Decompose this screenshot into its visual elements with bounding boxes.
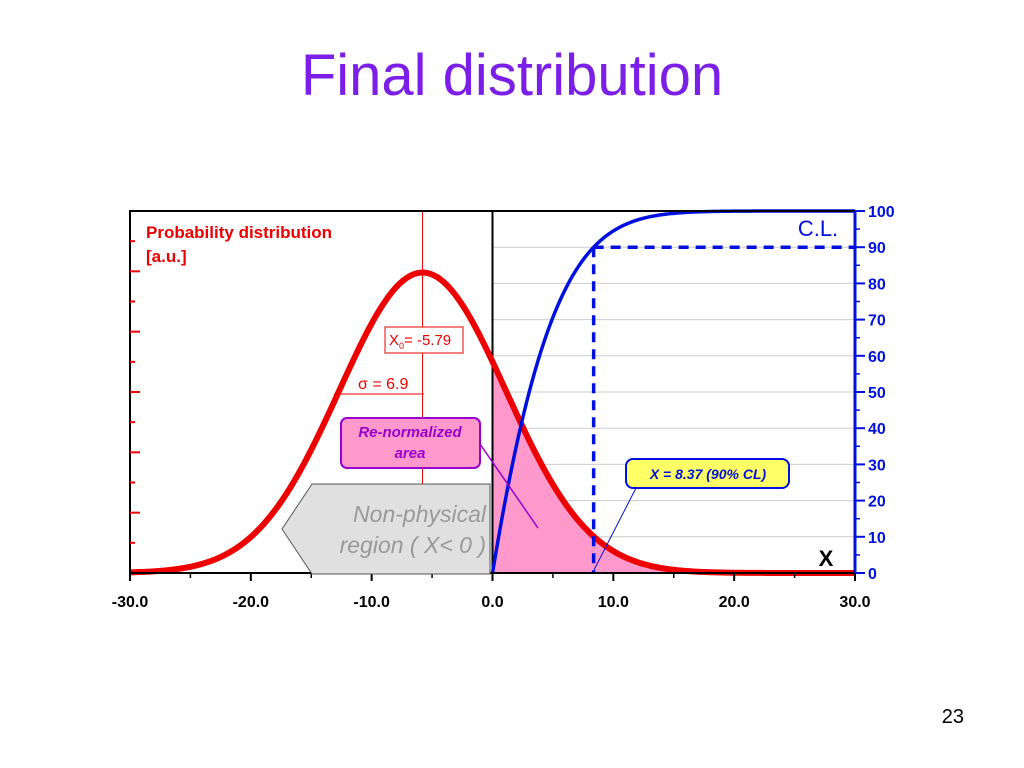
- right-tick-label: 20: [868, 494, 886, 511]
- slide-title: Final distribution: [300, 43, 724, 108]
- right-tick-label: 90: [868, 240, 886, 257]
- nonphysical-region-arrow: [281, 483, 491, 575]
- right-tick-label: 60: [868, 349, 886, 366]
- nonphysical-label-line2: region ( X< 0 ): [340, 532, 486, 558]
- right-axis-title: C.L.: [798, 216, 838, 241]
- mean-label-value: = -5.79: [404, 332, 451, 349]
- page-number: 23: [941, 706, 964, 728]
- x-tick-label: 30.0: [839, 594, 870, 611]
- x-tick-label: -20.0: [233, 594, 270, 611]
- nonphysical-label-line1: Non-physical: [353, 501, 487, 527]
- mean-label-x: X: [389, 332, 399, 349]
- cl-callout-label: X = 8.37 (90% CL): [649, 466, 767, 482]
- renormalized-area: [492, 361, 855, 573]
- x-tick-label: 0.0: [481, 594, 503, 611]
- mean-label: X0= -5.79: [389, 332, 451, 351]
- renorm-label-line2: area: [395, 445, 426, 462]
- x-tick-label: 10.0: [598, 594, 629, 611]
- right-axis: 0 10 20 30 40 50 60 70 80 90 100: [853, 204, 895, 583]
- cl-callout-pointer: [593, 487, 637, 571]
- mean-label-subscript: 0: [399, 341, 404, 351]
- right-tick-label: 40: [868, 421, 886, 438]
- x-tick-label: -30.0: [112, 594, 149, 611]
- renorm-label-line1: Re-normalized: [358, 424, 462, 441]
- renorm-callout-pointer: [479, 443, 539, 529]
- x-tick-label: -10.0: [353, 594, 390, 611]
- right-tick-label: 50: [868, 385, 886, 402]
- mean-label-box: [384, 326, 464, 354]
- sigma-label: σ = 6.9: [358, 376, 408, 393]
- bottom-axis: -30.0 -20.0 -10.0 0.0 10.0 20.0 30.0: [112, 573, 871, 611]
- right-tick-label: 70: [868, 313, 886, 330]
- right-tick-label: 80: [868, 276, 886, 293]
- left-axis-label-line1: Probability distribution: [146, 223, 332, 242]
- right-tick-label: 10: [868, 530, 886, 547]
- x-axis-label: X: [819, 546, 834, 571]
- left-axis-label-line2: [a.u.]: [146, 247, 187, 266]
- right-tick-label: 30: [868, 457, 886, 474]
- cl-callout-box: [625, 458, 790, 489]
- renorm-callout-box: [340, 417, 481, 469]
- left-axis-ticks: [130, 240, 140, 544]
- right-tick-label: 100: [868, 204, 895, 221]
- right-tick-label: 0: [868, 566, 877, 583]
- x-tick-label: 20.0: [719, 594, 750, 611]
